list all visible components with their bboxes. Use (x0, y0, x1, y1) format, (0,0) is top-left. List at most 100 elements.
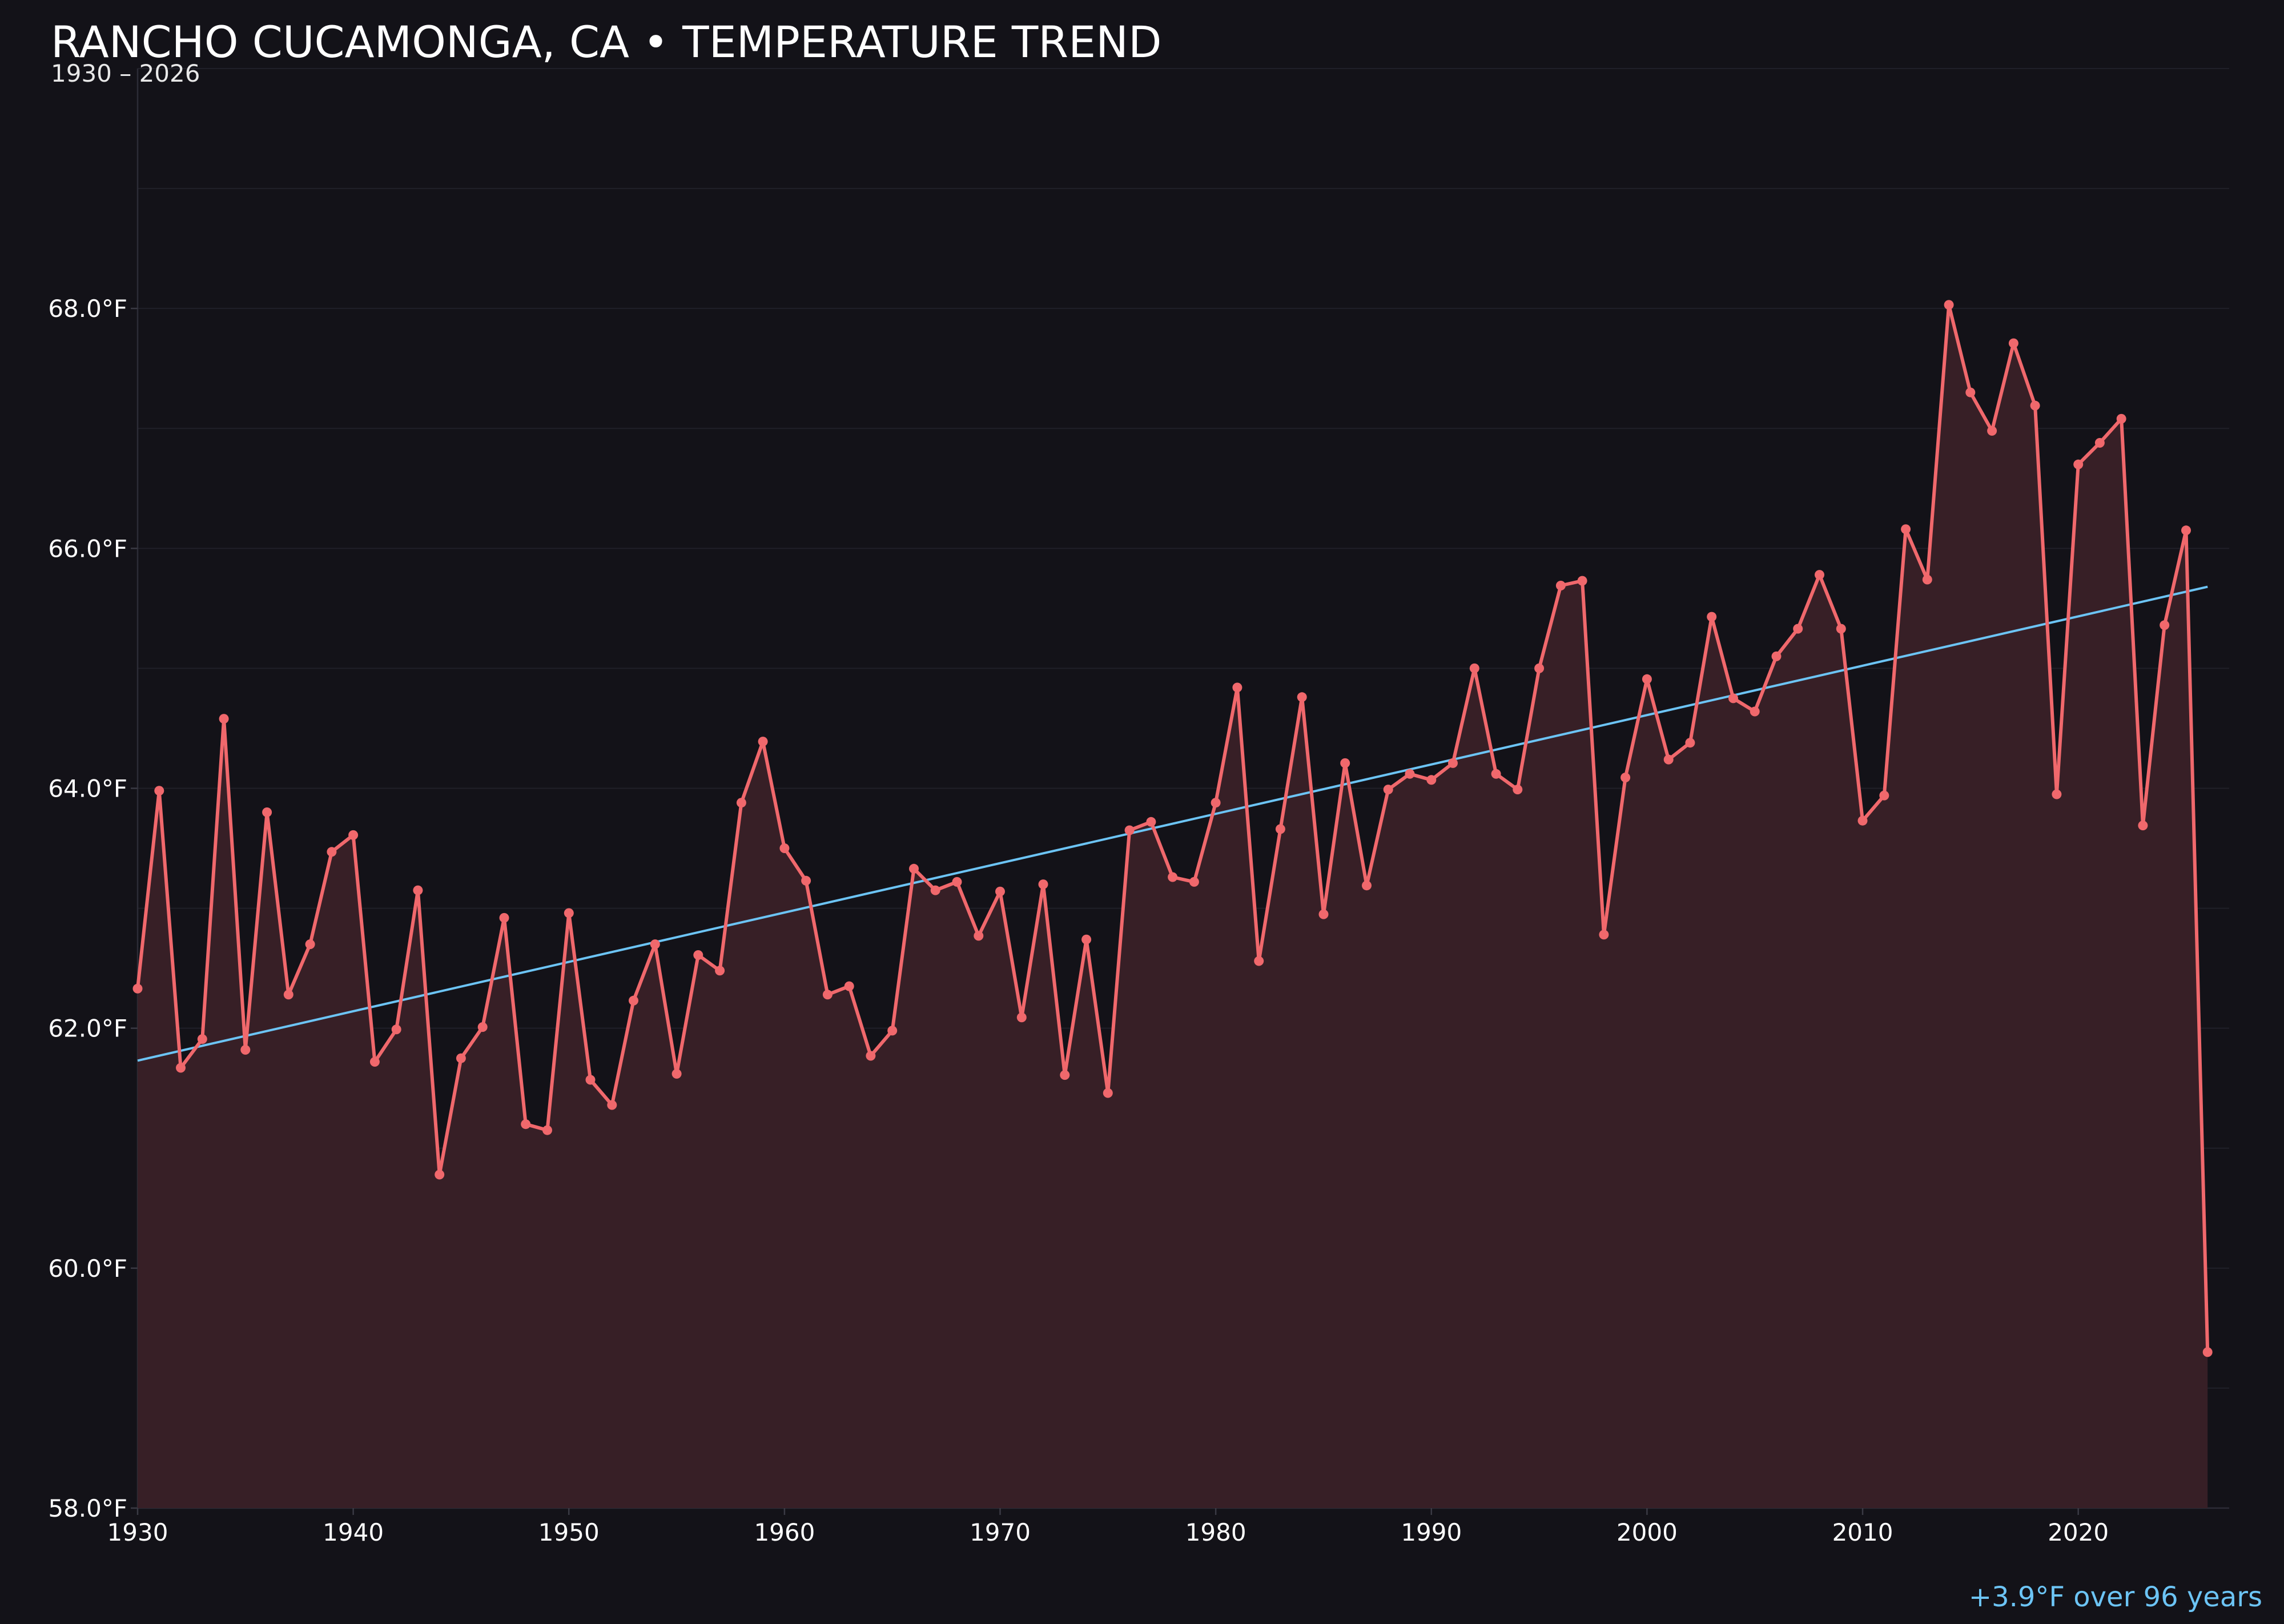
data-point (1405, 769, 1415, 779)
data-point (1922, 574, 1932, 585)
chart-title: RANCHO CUCAMONGA, CA • TEMPERATURE TREND (51, 17, 1162, 67)
data-point (1016, 1012, 1027, 1023)
tick-layer: 58.0°F 60.0°F 62.0°F 64.0°F 66.0°F 68.0°F 1930… (48, 295, 2109, 1546)
y-tick-label: 64.0°F (48, 775, 127, 803)
data-point (1707, 612, 1717, 622)
data-point (1857, 815, 1868, 826)
data-point (283, 990, 293, 1000)
data-point (219, 714, 229, 724)
data-point (2052, 789, 2062, 799)
data-point (736, 798, 746, 808)
data-point (2138, 821, 2148, 831)
data-point (1901, 524, 1911, 534)
data-point (2160, 620, 2170, 630)
data-point (1836, 624, 1846, 634)
data-point (521, 1119, 531, 1129)
data-point (1426, 775, 1437, 785)
series-area-fill (138, 304, 2208, 1509)
data-point (844, 981, 854, 991)
data-point (369, 1057, 380, 1067)
y-tick-label: 62.0°F (48, 1015, 127, 1043)
data-point (909, 863, 919, 874)
data-point (176, 1063, 186, 1073)
data-point (1491, 769, 1501, 779)
data-point (1146, 817, 1156, 827)
data-point (1793, 624, 1803, 634)
data-point (1728, 693, 1738, 704)
data-point (477, 1022, 488, 1032)
data-point (1254, 956, 1264, 966)
x-tick-label: 2000 (1617, 1518, 1678, 1546)
data-point (542, 1125, 552, 1135)
data-point (1987, 426, 1997, 436)
data-point (2116, 413, 2126, 424)
data-point (2181, 525, 2191, 536)
data-point (1642, 674, 1652, 684)
data-point (1211, 798, 1221, 808)
data-point (671, 1069, 682, 1079)
data-point (262, 807, 272, 817)
x-tick-label: 1980 (1185, 1518, 1246, 1546)
data-point (413, 885, 423, 895)
data-point (132, 983, 143, 994)
data-point (1663, 754, 1674, 765)
data-point (499, 913, 509, 923)
x-tick-label: 2020 (2048, 1518, 2109, 1546)
data-point (2073, 459, 2084, 469)
trend-layer (137, 585, 2208, 1062)
data-point (1469, 663, 1479, 673)
data-point (2094, 438, 2105, 448)
data-point (1340, 758, 1350, 768)
data-point (1081, 934, 1092, 944)
x-tick-label: 1960 (754, 1518, 815, 1546)
data-point (952, 877, 962, 887)
data-point (435, 1169, 445, 1180)
x-tick-label: 1930 (107, 1518, 168, 1546)
data-point (1275, 824, 1285, 834)
data-point (779, 843, 790, 853)
y-tick-label: 68.0°F (48, 295, 127, 323)
point-layer (132, 300, 2213, 1357)
data-point (456, 1053, 466, 1063)
data-point (758, 737, 768, 747)
data-point (154, 786, 164, 796)
y-tick-label: 60.0°F (48, 1255, 127, 1283)
data-point (1513, 785, 1523, 795)
trend-annotation: +3.9°F over 96 years (1969, 1581, 2262, 1613)
data-point (1103, 1088, 1113, 1098)
data-point (866, 1051, 876, 1061)
data-point (1383, 785, 1393, 795)
data-point (801, 875, 811, 886)
data-point (693, 950, 703, 960)
data-point (1534, 663, 1545, 673)
data-point (1232, 682, 1242, 693)
data-point (2030, 400, 2040, 411)
data-point (1555, 581, 1566, 590)
data-point (974, 931, 984, 941)
data-point (1189, 877, 1199, 887)
data-point (1124, 825, 1135, 835)
data-point (1448, 758, 1458, 768)
data-point (1750, 706, 1760, 717)
data-point (1771, 651, 1782, 661)
data-point (2202, 1347, 2213, 1357)
trend-line (137, 585, 2208, 1062)
y-tick-label: 58.0°F (48, 1494, 127, 1522)
data-point (1318, 909, 1329, 919)
data-point (327, 847, 337, 857)
data-point (391, 1024, 401, 1035)
data-point (564, 908, 574, 918)
area-layer (138, 304, 2208, 1509)
data-point (1879, 790, 1889, 801)
data-point (585, 1075, 596, 1085)
x-tick-label: 1940 (323, 1518, 384, 1546)
x-tick-label: 1990 (1401, 1518, 1462, 1546)
data-point (1577, 576, 1587, 586)
data-point (305, 939, 315, 950)
data-point (1965, 387, 1976, 397)
data-point (1685, 738, 1695, 748)
data-point (1944, 300, 1954, 310)
data-point (1620, 773, 1631, 783)
data-point (995, 886, 1005, 897)
